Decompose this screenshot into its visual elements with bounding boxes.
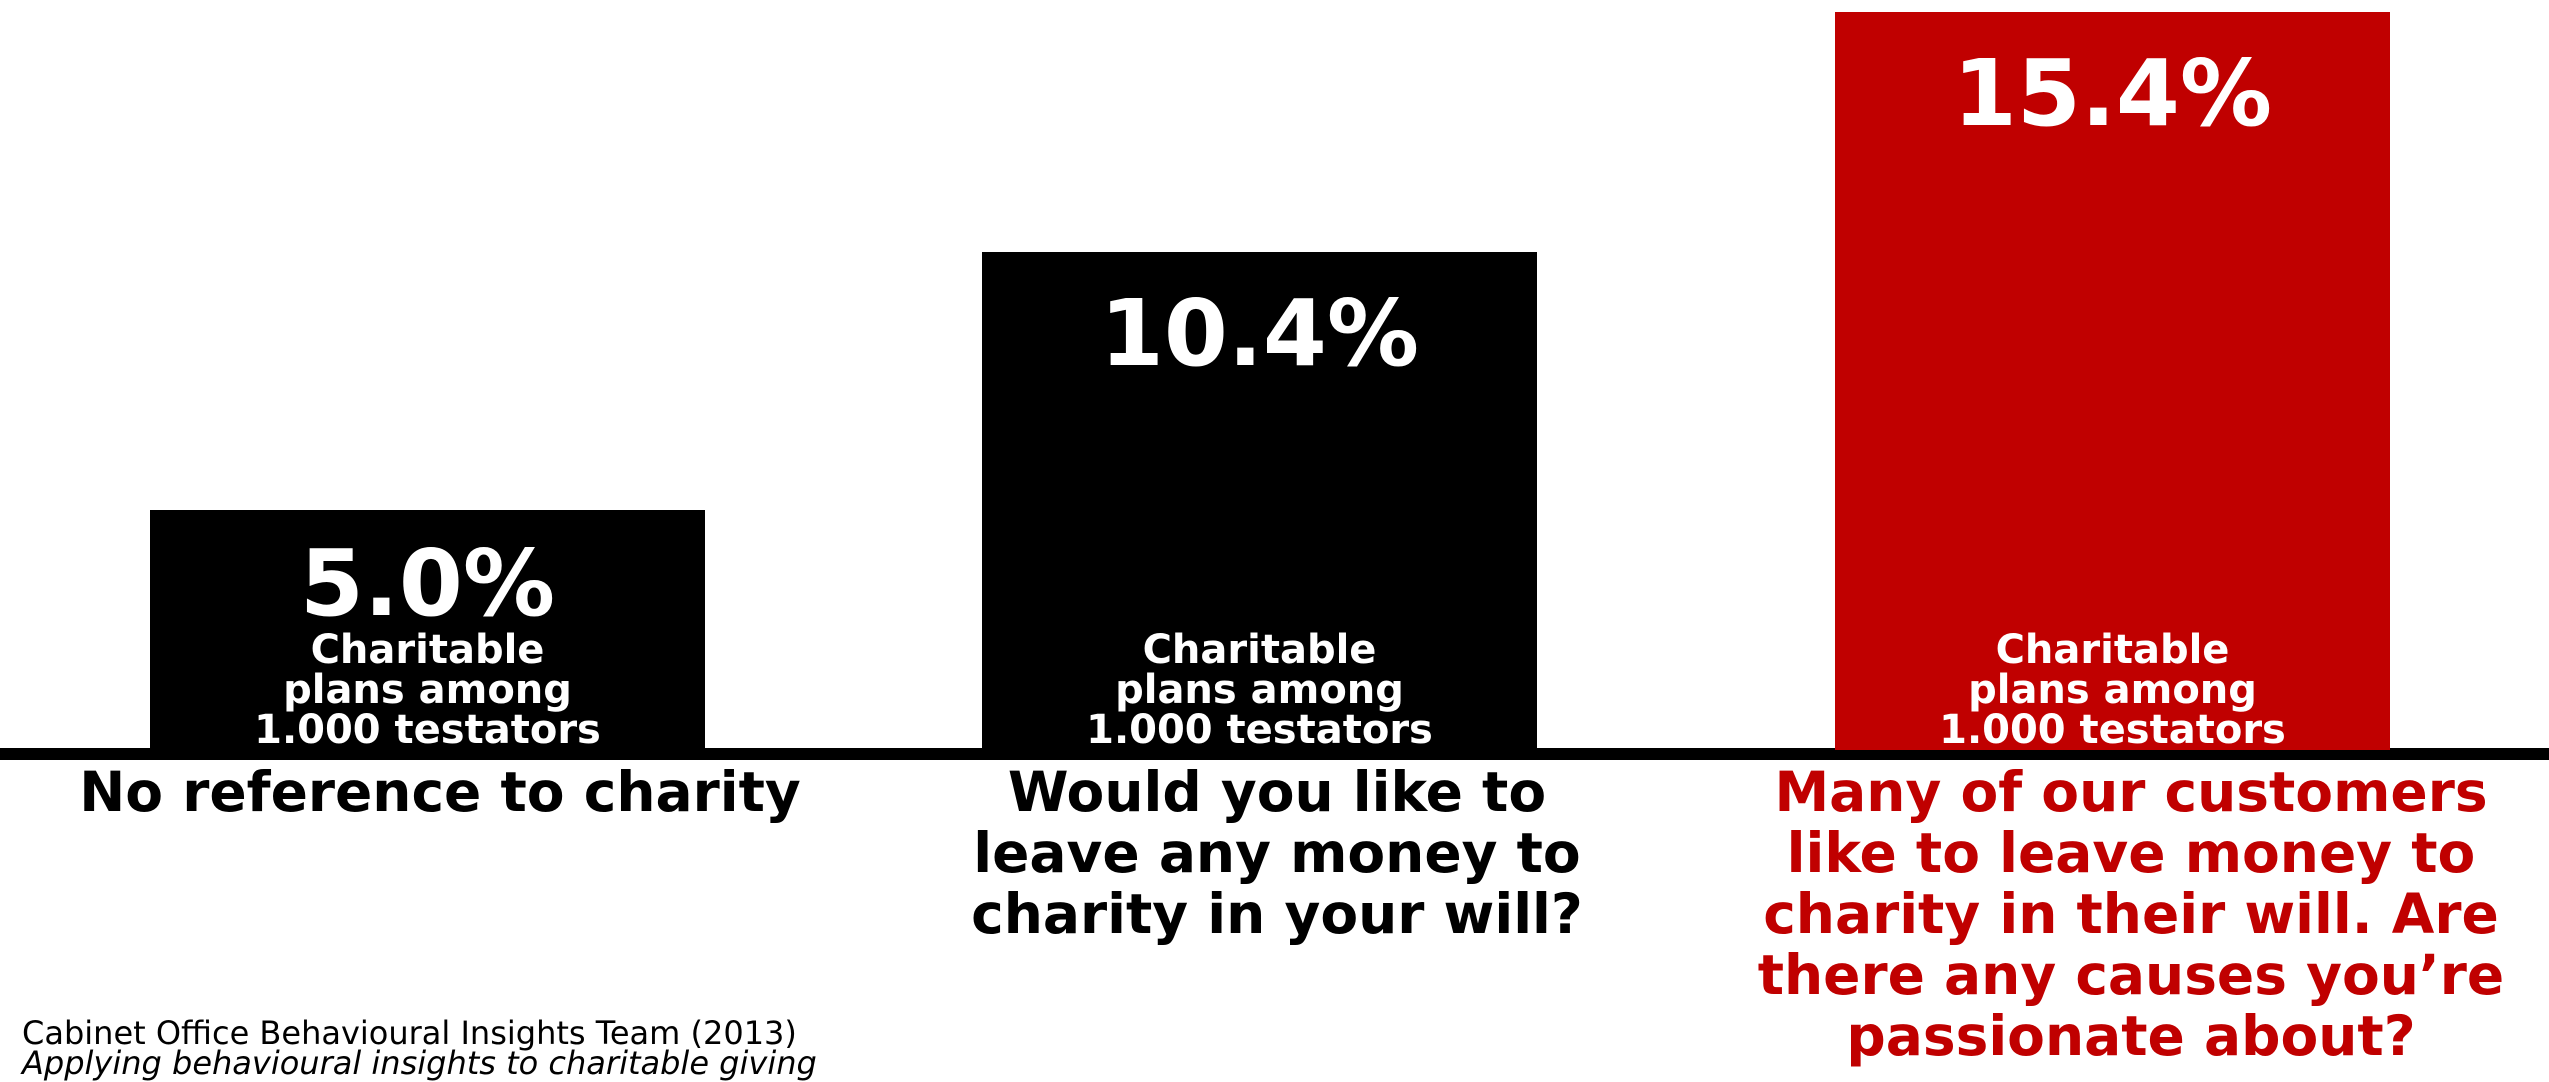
category-label-line: Many of our customers xyxy=(1774,760,2488,824)
baseline-axis xyxy=(0,748,2549,760)
source-line-2: Applying behavioural insights to charita… xyxy=(22,1044,817,1082)
category-label-3: Many of our customers like to leave money… xyxy=(1701,762,2549,1067)
bar-description-line: 1.000 testators xyxy=(1086,707,1433,753)
bar-description: Charitable plans among 1.000 testators xyxy=(1835,630,2390,750)
bar-description: Charitable plans among 1.000 testators xyxy=(982,630,1537,750)
category-label-line: passionate about? xyxy=(1846,1004,2416,1068)
bar-description: Charitable plans among 1.000 testators xyxy=(150,630,705,750)
bar-1: 5.0% Charitable plans among 1.000 testators xyxy=(150,510,705,750)
source-citation: Cabinet Office Behavioural Insights Team… xyxy=(22,1014,817,1082)
bar-description-line: plans among xyxy=(283,667,572,713)
bar-description-line: plans among xyxy=(1968,667,2257,713)
bar-description-line: Charitable xyxy=(1142,627,1377,673)
source-line-1: Cabinet Office Behavioural Insights Team… xyxy=(22,1014,797,1052)
bar-2: 10.4% Charitable plans among 1.000 testator… xyxy=(982,252,1537,750)
category-label-line: No reference to charity xyxy=(79,760,801,824)
bar-description-line: plans among xyxy=(1115,667,1404,713)
bar-value-label: 15.4% xyxy=(1952,40,2273,147)
category-label-line: there any causes you’re xyxy=(1757,943,2505,1007)
bar-description-line: Charitable xyxy=(310,627,545,673)
category-label-line: leave any money to xyxy=(973,821,1581,885)
bar-value-label: 10.4% xyxy=(1099,280,1420,387)
bar-3: 15.4% Charitable plans among 1.000 testator… xyxy=(1835,12,2390,750)
category-label-line: like to leave money to xyxy=(1786,821,2476,885)
bar-description-line: Charitable xyxy=(1995,627,2230,673)
category-label-line: charity in their will. Are xyxy=(1763,882,2499,946)
category-label-line: Would you like to xyxy=(1007,760,1547,824)
bar-description-line: 1.000 testators xyxy=(254,707,601,753)
category-label-2: Would you like to leave any money to chari… xyxy=(847,762,1707,945)
bar-value-label: 5.0% xyxy=(299,530,556,637)
bar-description-line: 1.000 testators xyxy=(1939,707,2286,753)
category-label-1: No reference to charity xyxy=(10,762,870,823)
category-label-line: charity in your will? xyxy=(971,882,1583,946)
